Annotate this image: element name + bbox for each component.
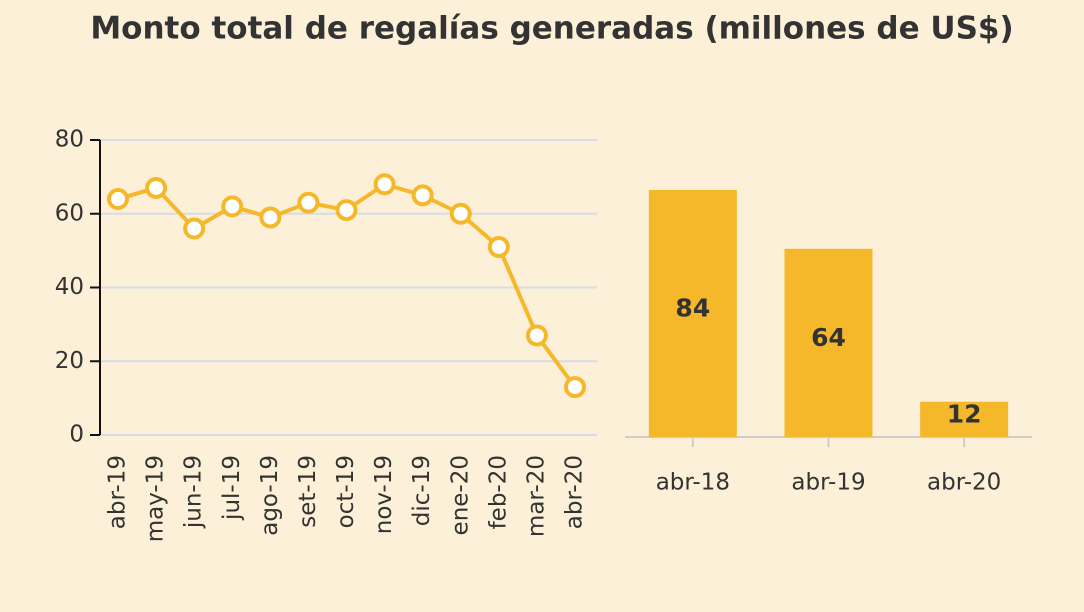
- point: [259, 206, 282, 229]
- value-label: 12: [947, 399, 982, 428]
- x-tick-label: feb-20: [485, 455, 511, 529]
- x-tick-label: set-19: [295, 455, 321, 528]
- chart-title: Monto total de regalías generadas (millo…: [90, 11, 1013, 47]
- bar: [784, 248, 873, 437]
- point: [335, 199, 358, 222]
- x-tick-label: mar-20: [523, 455, 549, 537]
- value-label: 64: [811, 323, 846, 352]
- x-tick-label: dic-19: [409, 455, 435, 526]
- bar: [920, 401, 1009, 437]
- point: [183, 217, 206, 240]
- point: [411, 184, 434, 207]
- x-tick-label: ago-19: [257, 455, 283, 536]
- y-tick-label: 0: [69, 422, 84, 448]
- point: [525, 324, 548, 347]
- x-tick-label: abr-20: [927, 470, 1001, 496]
- x-tick-label: nov-19: [371, 455, 397, 534]
- x-tick-label: abr-20: [562, 455, 588, 529]
- x-tick-label: ene-20: [447, 455, 473, 535]
- point: [449, 202, 472, 225]
- point: [297, 191, 320, 214]
- x-tick-label: jun-19: [181, 455, 207, 529]
- value-label: 84: [675, 294, 710, 323]
- x-tick-label: abr-19: [791, 470, 865, 496]
- y-tick-label: 40: [55, 274, 84, 300]
- point: [221, 195, 244, 218]
- y-tick-label: 20: [55, 348, 84, 374]
- y-tick-label: 60: [55, 200, 84, 226]
- point: [564, 376, 586, 399]
- bar: [648, 190, 737, 437]
- x-tick-label: jul-19: [219, 455, 245, 521]
- point: [487, 235, 510, 258]
- x-tick-label: abr-18: [656, 470, 730, 496]
- x-tick-label: oct-19: [333, 455, 359, 528]
- y-tick-label: 80: [55, 127, 84, 153]
- x-tick-label: may-19: [143, 455, 169, 542]
- point: [107, 188, 129, 210]
- point: [145, 176, 168, 199]
- point: [373, 173, 396, 196]
- x-tick-label: abr-19: [105, 455, 131, 529]
